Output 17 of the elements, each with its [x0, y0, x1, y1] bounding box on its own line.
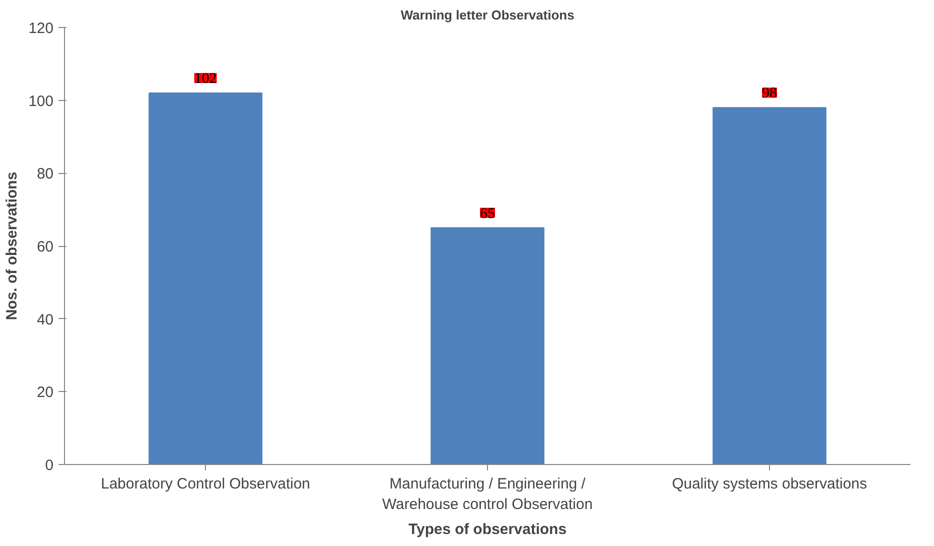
chart-title: Warning letter Observations: [400, 8, 574, 22]
y-tick-label: 20: [36, 384, 54, 402]
bar: [712, 107, 826, 464]
x-tick-label: Quality systems observations: [672, 476, 868, 492]
bar: [148, 92, 262, 464]
y-tick-label: 120: [28, 20, 54, 37]
y-tick-label: 0: [45, 457, 54, 474]
data-label: 65: [480, 206, 495, 222]
x-axis-title: Types of observations: [408, 520, 567, 538]
bar: [430, 227, 544, 464]
y-tick-label: 100: [28, 92, 54, 110]
y-tick-label: 80: [36, 166, 54, 183]
y-tick-label: 60: [36, 238, 54, 256]
y-tick-label: 40: [36, 311, 54, 328]
x-tick-label: Manufacturing / Engineering / Warehouse control Observation: [382, 476, 593, 513]
x-tick-label: Laboratory Control Observation: [100, 476, 310, 492]
y-axis-title: Nos. of observations: [3, 172, 20, 320]
